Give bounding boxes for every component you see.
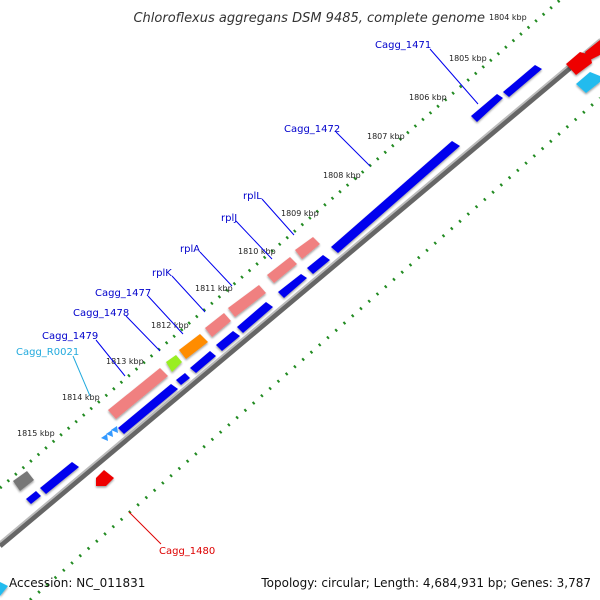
trna-chevron-1: [101, 434, 108, 441]
leader-cagg-1479: [95, 339, 126, 377]
forward-features: [26, 65, 542, 504]
gene-label-cagg-1479[interactable]: Cagg_1479: [42, 331, 98, 342]
gene-rpll[interactable]: [307, 255, 330, 274]
gene-label-cagg-1471[interactable]: Cagg_1471: [375, 40, 431, 51]
gene-label-rplj[interactable]: rplJ: [221, 213, 237, 224]
gene-label-cagg-1477[interactable]: Cagg_1477: [95, 288, 151, 299]
leader-rpla: [199, 251, 233, 287]
leader-cagg-1478: [125, 315, 161, 352]
leader-cagg-1472: [335, 131, 371, 167]
trna-chevron-2: [106, 430, 113, 437]
feature-rplk[interactable]: [205, 313, 231, 337]
tick-label-1813: 1813 kbp: [106, 357, 144, 366]
gene-left-cds-1[interactable]: [40, 462, 79, 494]
accession-text: Accession: NC_011831: [9, 576, 145, 590]
gene-red-top-right-1[interactable]: [566, 52, 592, 75]
feature-cagg-1478[interactable]: [166, 355, 182, 372]
gene-label-cagg-1472[interactable]: Cagg_1472: [284, 124, 340, 135]
tick-label-1804: 1804 kbp: [489, 13, 527, 22]
tick-label-1812: 1812 kbp: [151, 321, 189, 330]
gene-label-cagg-1480[interactable]: Cagg_1480: [159, 546, 215, 557]
leader-cagg-1477: [147, 295, 184, 335]
genome-backbone-highlight: [0, 38, 600, 543]
tick-label-1808: 1808 kbp: [323, 171, 361, 180]
gene-label-cagg-r0021[interactable]: Cagg_R0021: [16, 347, 79, 358]
tick-label-1805: 1805 kbp: [449, 54, 487, 63]
leader-cagg-1471: [429, 48, 479, 105]
outer-tick-ring: [0, 0, 561, 490]
tick-label-1810: 1810 kbp: [238, 247, 276, 256]
gene-cagg-1480[interactable]: [96, 470, 114, 486]
feature-rpla[interactable]: [228, 285, 266, 317]
trna-cagg-r0021[interactable]: [101, 426, 118, 441]
gene-label-rpll[interactable]: rplL: [243, 191, 262, 202]
gene-cyan-top-right[interactable]: [576, 72, 600, 93]
tick-label-1806: 1806 kbp: [409, 93, 447, 102]
feature-cagg-1477[interactable]: [179, 334, 208, 359]
gene-leader-lines: [72, 48, 479, 545]
gene-cagg-1472[interactable]: [331, 141, 460, 253]
gene-label-rpla[interactable]: rplA: [180, 244, 200, 255]
gene-cagg-1478[interactable]: [176, 373, 190, 385]
leader-rpll: [261, 198, 295, 236]
feature-gray-block[interactable]: [13, 471, 34, 491]
gene-cyan-bottom-left[interactable]: [0, 582, 8, 596]
leader-cagg-1480: [128, 511, 162, 545]
gene-cagg-1471[interactable]: [503, 65, 542, 97]
reverse-features: [0, 40, 600, 596]
kbp-tick-labels: 1804 kbp 1805 kbp 1806 kbp 1807 kbp 1808…: [17, 13, 527, 438]
tick-label-1814: 1814 kbp: [62, 393, 100, 402]
outer-lane-features: [13, 237, 320, 491]
genome-summary-text: Topology: circular; Length: 4,684,931 bp…: [260, 576, 591, 590]
gene-rpla[interactable]: [237, 302, 273, 333]
tick-label-1809: 1809 kbp: [281, 209, 319, 218]
gene-cagg-1477[interactable]: [190, 351, 216, 373]
gene-label-cagg-1478[interactable]: Cagg_1478: [73, 308, 129, 319]
gene-cagg-1471b[interactable]: [471, 94, 503, 122]
leader-rplj: [235, 220, 273, 260]
feature-rpll[interactable]: [295, 237, 320, 259]
leader-cagg-r0021: [72, 355, 91, 397]
feature-cagg-1479[interactable]: [108, 368, 168, 419]
map-title: Chloroflexus aggregans DSM 9485, complet…: [133, 11, 485, 26]
inner-tick-ring: [29, 96, 600, 600]
gene-rplj[interactable]: [278, 274, 307, 298]
tick-label-1811: 1811 kbp: [195, 284, 233, 293]
tick-label-1815: 1815 kbp: [17, 429, 55, 438]
gene-labels: Cagg_1471 Cagg_1472 rplL rplJ rplA rplK …: [16, 40, 431, 557]
feature-rplj[interactable]: [267, 257, 297, 283]
genome-backbone: [0, 41, 600, 548]
gene-cagg-1479[interactable]: [118, 384, 178, 434]
gene-red-top-right-2[interactable]: [585, 40, 600, 60]
tick-label-1807: 1807 kbp: [367, 132, 405, 141]
gene-label-rplk[interactable]: rplK: [152, 268, 172, 279]
trna-chevron-3: [111, 426, 118, 433]
leader-rplk: [171, 275, 206, 313]
gene-left-cds-2[interactable]: [26, 491, 41, 504]
gene-rplk[interactable]: [216, 331, 240, 351]
